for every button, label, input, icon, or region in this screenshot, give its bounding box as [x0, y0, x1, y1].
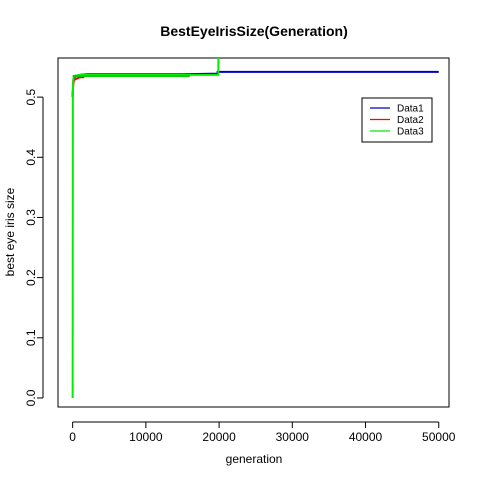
- legend-box: [361, 97, 433, 143]
- x-tick-label: 0: [69, 430, 76, 444]
- y-tick-label: 0.4: [24, 149, 38, 166]
- legend-entry-label: Data2: [397, 115, 424, 126]
- legend-entry-label: Data1: [397, 104, 424, 115]
- y-tick-label: 0.5: [24, 88, 38, 105]
- chart-title: BestEyeIrisSize(Generation): [160, 23, 348, 39]
- x-tick-label: 20000: [202, 430, 236, 444]
- series-layer: [71, 57, 439, 398]
- y-tick-label: 0.0: [24, 389, 38, 406]
- y-axis-label: best eye iris size: [3, 187, 17, 276]
- y-tick-label: 0.2: [24, 269, 38, 286]
- y-tick-label: 0.1: [24, 329, 38, 346]
- legend-entry-label: Data3: [397, 127, 424, 138]
- y-tick-label: 0.3: [24, 209, 38, 226]
- axes-group: 0 10000 20000 30000 40000 50000 0.0 0.1 0.2 0.3 0.…: [24, 57, 456, 444]
- x-tick-label: 10000: [129, 430, 163, 444]
- x-tick-label: 30000: [276, 430, 310, 444]
- x-tick-label: 50000: [422, 430, 456, 444]
- plot-frame: [57, 57, 450, 408]
- x-axis-label: generation: [226, 452, 283, 466]
- x-tick-label: 40000: [349, 430, 383, 444]
